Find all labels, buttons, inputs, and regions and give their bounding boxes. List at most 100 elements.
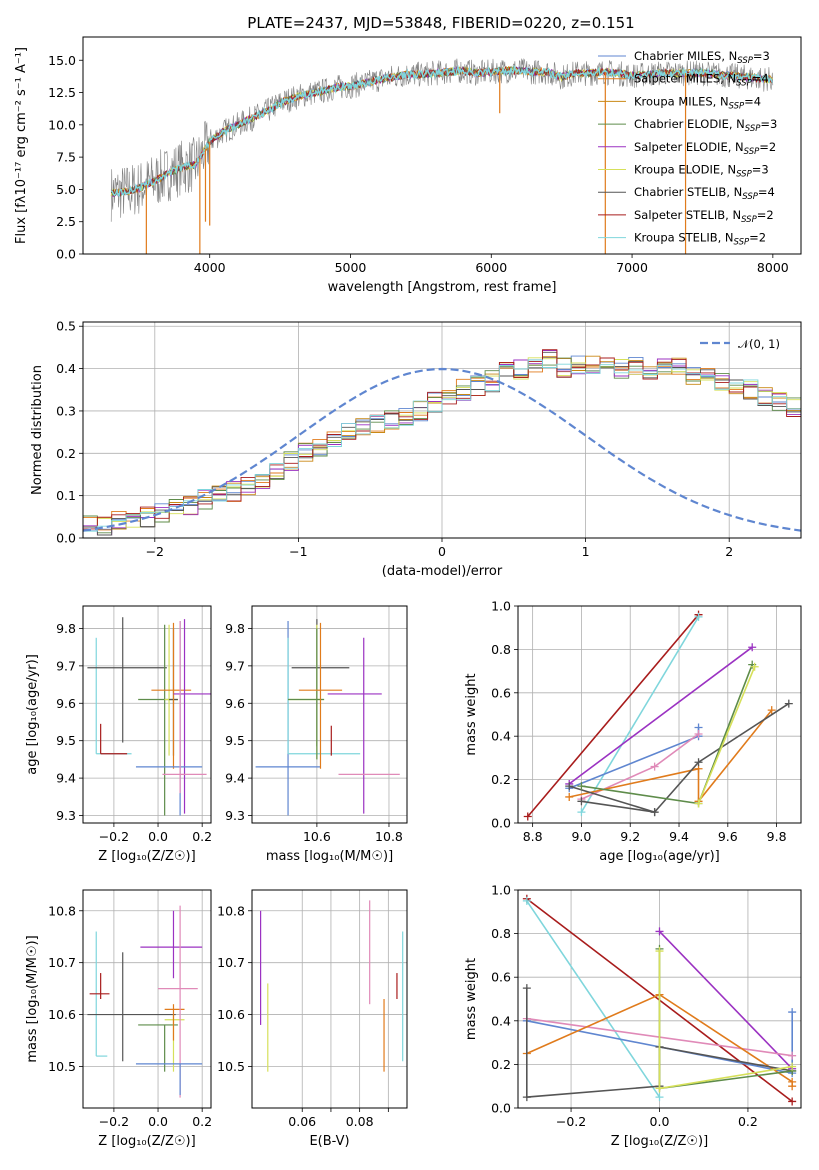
x-tick-label: 9.8: [767, 829, 787, 844]
axes-frame: [517, 889, 802, 1109]
weight-series-line: [568, 646, 753, 785]
weight-point-marker: [523, 812, 532, 821]
legend-entry: Kroupa STELIB, NSSP=2: [634, 231, 766, 248]
x-tick-label: 0.2: [192, 829, 212, 844]
axes-age-vs-mass: 10.6 10.8 9.3 9.4 9.5 9.6 9.7 9.8 mass [log₁₀(M/…: [225, 605, 408, 864]
weight-point-marker: [522, 896, 531, 905]
x-tick-label: 7000: [616, 260, 648, 275]
y-tick-label: 9.8: [225, 621, 245, 636]
x-tick-label: 10.6: [303, 829, 331, 844]
weight-point-marker: [577, 797, 586, 806]
y-tick-label: 0.0: [56, 531, 76, 546]
x-axis-label: mass [log₁₀(M/M☉)]: [266, 849, 393, 864]
axes-mass-vs-EBV: 0.06 0.08 10.5 10.6 10.7 10.8 E(B-V): [217, 889, 408, 1149]
y-tick-label: 0.4: [491, 1013, 511, 1028]
weight-point-marker: [788, 1097, 797, 1106]
spectrum-model-line: [111, 64, 773, 198]
weight-point-marker: [694, 758, 703, 767]
legend-entry: 𝒩(0, 1): [738, 337, 780, 351]
weight-series-line: [527, 614, 700, 818]
axes-mass-vs-Z: −0.2 0.0 0.2 10.5 10.6 10.7 10.8 Z [log₁₀(Z/Z☉)…: [25, 889, 212, 1149]
axes-frame: [251, 605, 408, 824]
legend-entry: Kroupa ELODIE, NSSP=3: [634, 163, 769, 180]
y-tick-label: 0.2: [56, 446, 76, 461]
y-tick-label: 0.2: [491, 1057, 511, 1072]
figure-title: PLATE=2437, MJD=53848, FIBERID=0220, z=0…: [247, 14, 634, 32]
y-tick-label: 0.0: [491, 816, 511, 831]
x-axis-label: wavelength [Angstrom, rest frame]: [328, 280, 557, 295]
y-tick-label: 10.6: [217, 1007, 245, 1022]
x-tick-label: −1: [289, 544, 307, 559]
x-tick-label: 0.08: [346, 1114, 374, 1129]
x-tick-label: 9.2: [620, 829, 640, 844]
x-tick-label: 1: [582, 544, 590, 559]
weight-point-marker: [565, 792, 574, 801]
weight-point-marker: [565, 782, 574, 791]
y-axis-label: Normed distribution: [30, 365, 45, 495]
y-tick-label: 0.2: [491, 772, 511, 787]
y-tick-label: 10.7: [48, 955, 76, 970]
y-tick-label: 9.4: [56, 771, 76, 786]
histogram-step: [83, 357, 801, 534]
y-tick-label: 0.8: [491, 926, 511, 941]
y-tick-label: 9.3: [56, 808, 76, 823]
x-axis-label: age [log₁₀(age/yr)]: [599, 849, 720, 864]
y-tick-label: 7.5: [56, 150, 76, 165]
weight-point-marker: [650, 808, 659, 817]
axes-weight-vs-age: 8.8 9.0 9.2 9.4 9.6 9.8 0.0 0.2 0.4 0.6 0.8 1.0 age …: [464, 599, 802, 864]
weight-point-marker: [694, 799, 703, 808]
y-axis-label: mass [log₁₀(M/M☉)]: [25, 935, 40, 1062]
axes-frame: [82, 605, 212, 824]
weight-point-marker: [748, 643, 757, 652]
y-tick-label: 10.5: [48, 1059, 76, 1074]
y-tick-label: 0.4: [56, 361, 76, 376]
x-tick-label: 6000: [475, 260, 507, 275]
weight-point-marker: [650, 762, 659, 771]
weight-series-line: [580, 616, 700, 813]
legend-entry: Salpeter MILES, NSSP=4: [634, 72, 769, 89]
x-axis-label: Z [log₁₀(Z/Z☉)]: [98, 1134, 195, 1149]
x-tick-label: 4000: [194, 260, 226, 275]
y-tick-label: 0.8: [491, 642, 511, 657]
axes-frame: [251, 889, 408, 1109]
y-tick-label: 9.5: [225, 733, 245, 748]
axes-residuals: −2 −1 0 1 2 0.0 0.1 0.2 0.3 0.4 0.5 (data-model)/er…: [30, 319, 802, 579]
x-tick-label: 10.8: [375, 829, 403, 844]
x-tick-label: 2: [725, 544, 733, 559]
x-tick-label: 0.0: [650, 1114, 670, 1129]
x-tick-label: −2: [146, 544, 164, 559]
y-tick-label: 9.3: [225, 808, 245, 823]
x-tick-label: 5000: [335, 260, 367, 275]
y-tick-label: 0.6: [491, 970, 511, 985]
y-tick-label: 10.0: [48, 117, 76, 132]
weight-point-marker: [522, 1093, 531, 1102]
axes-frame: [517, 605, 802, 824]
histogram-step: [83, 359, 801, 532]
y-tick-label: 9.4: [225, 771, 245, 786]
y-axis-label: mass weight: [464, 958, 479, 1040]
y-tick-label: 10.5: [217, 1059, 245, 1074]
x-tick-label: 0: [438, 544, 446, 559]
y-tick-label: 10.8: [48, 903, 76, 918]
x-tick-label: 0.2: [192, 1114, 212, 1129]
axes-frame: [82, 321, 802, 539]
y-tick-label: 2.5: [56, 214, 76, 229]
y-tick-label: 0.4: [491, 729, 511, 744]
legend-entry: Kroupa MILES, NSSP=4: [634, 94, 761, 111]
y-tick-label: 9.7: [56, 658, 76, 673]
weight-series-line: [658, 930, 793, 1070]
legend-entry: Chabrier MILES, NSSP=3: [634, 49, 770, 66]
weight-point-marker: [784, 699, 793, 708]
x-tick-label: 0.0: [148, 829, 168, 844]
x-tick-label: 0.06: [288, 1114, 316, 1129]
axes-spectrum: 4000 5000 6000 7000 8000 0.0 2.5 5.0 7.5 10.0 12.5…: [14, 36, 802, 295]
y-tick-label: 0.0: [56, 247, 76, 262]
y-tick-label: 12.5: [48, 85, 76, 100]
x-tick-label: 8000: [757, 260, 789, 275]
y-tick-label: 0.3: [56, 403, 76, 418]
y-tick-label: 0.5: [56, 319, 76, 334]
y-axis-label: mass weight: [464, 673, 479, 755]
y-tick-label: 1.0: [491, 883, 511, 898]
y-tick-label: 10.7: [217, 955, 245, 970]
